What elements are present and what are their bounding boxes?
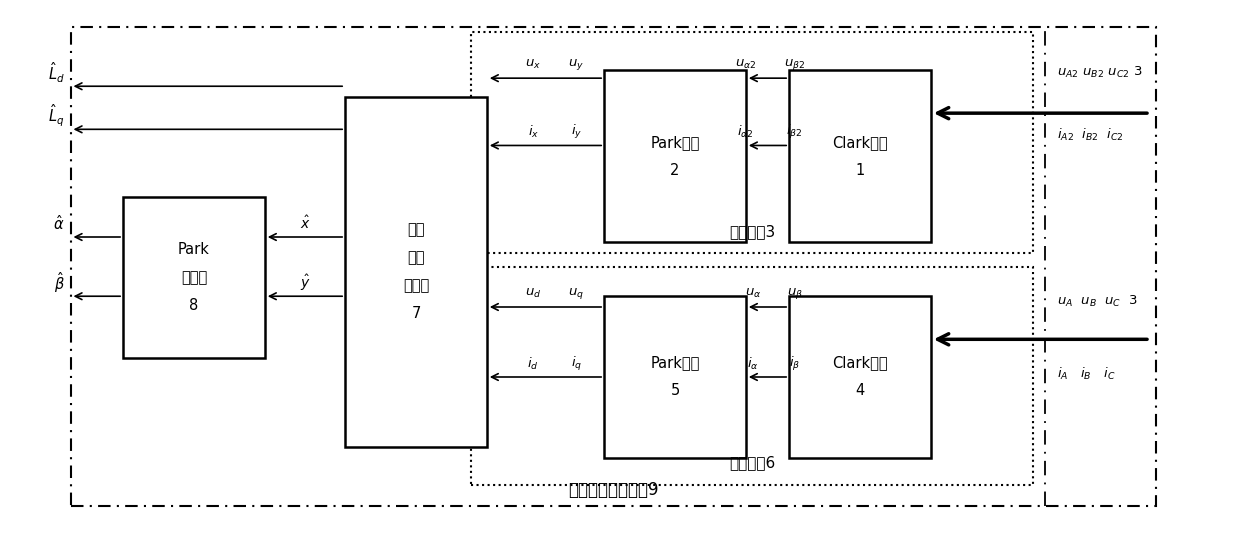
- Text: $i_d$: $i_d$: [528, 355, 539, 372]
- Text: $u_q$: $u_q$: [569, 286, 585, 301]
- Bar: [344, 97, 487, 447]
- Text: $\hat{L}_d$: $\hat{L}_d$: [47, 60, 64, 85]
- Text: $i_A\ \ \ i_B\ \ \ i_C$: $i_A\ \ \ i_B\ \ \ i_C$: [1057, 366, 1116, 382]
- Text: 2: 2: [670, 163, 680, 178]
- Text: $u_{\alpha2}$: $u_{\alpha2}$: [735, 58, 756, 71]
- Text: 电机: 电机: [408, 222, 425, 238]
- Bar: [605, 70, 746, 243]
- Bar: [123, 196, 265, 358]
- Text: Clark变换: Clark变换: [833, 135, 888, 150]
- Text: $i_{\beta2}$: $i_{\beta2}$: [787, 123, 803, 141]
- Text: Park变换: Park变换: [650, 355, 700, 370]
- Text: $i_x$: $i_x$: [528, 124, 539, 140]
- Text: 观测器: 观测器: [403, 279, 429, 294]
- Text: $u_d$: $u_d$: [525, 287, 541, 300]
- Bar: [472, 33, 1032, 253]
- Text: $\hat{\alpha}$: $\hat{\alpha}$: [53, 214, 64, 233]
- Text: $\hat{x}$: $\hat{x}$: [300, 215, 310, 232]
- Text: 1: 1: [855, 163, 865, 178]
- Bar: [605, 296, 746, 458]
- Bar: [789, 70, 930, 243]
- Text: $\hat{L}_q$: $\hat{L}_q$: [48, 103, 64, 129]
- Text: $\hat{y}$: $\hat{y}$: [300, 273, 310, 293]
- Text: $u_{\beta}$: $u_{\beta}$: [787, 286, 803, 301]
- Text: $i_{\alpha2}$: $i_{\alpha2}$: [737, 124, 753, 140]
- Text: $u_{\beta2}$: $u_{\beta2}$: [784, 57, 805, 72]
- Text: $u_x$: $u_x$: [525, 58, 541, 71]
- Text: Park变换: Park变换: [650, 135, 700, 150]
- Text: $u_A\ \ u_B\ \ u_C\ \ 3$: $u_A\ \ u_B\ \ u_C\ \ 3$: [1057, 294, 1137, 309]
- Bar: [71, 27, 1156, 506]
- Text: 逆变换: 逆变换: [181, 270, 207, 285]
- Text: $i_q$: $i_q$: [571, 355, 582, 373]
- Text: 5: 5: [670, 384, 680, 399]
- Text: 电机参数观测系统9: 电机参数观测系统9: [569, 481, 659, 499]
- Text: $u_{A2}\ u_{B2}\ u_{C2}\ 3$: $u_{A2}\ u_{B2}\ u_{C2}\ 3$: [1057, 65, 1142, 81]
- Text: Park: Park: [178, 242, 209, 257]
- Text: $i_{\beta}$: $i_{\beta}$: [789, 355, 800, 373]
- Text: 4: 4: [855, 384, 865, 399]
- Text: $u_y$: $u_y$: [569, 57, 585, 72]
- Text: 参数: 参数: [408, 250, 425, 265]
- Bar: [472, 267, 1032, 485]
- Text: $\hat{\beta}$: $\hat{\beta}$: [53, 270, 64, 295]
- Text: $u_{\alpha}$: $u_{\alpha}$: [745, 287, 761, 300]
- Text: $i_y$: $i_y$: [571, 123, 582, 141]
- Text: 7: 7: [411, 306, 421, 322]
- Bar: [789, 296, 930, 458]
- Text: 坐标变换6: 坐标变换6: [729, 456, 776, 471]
- Text: $i_{A2}\ \ i_{B2}\ \ i_{C2}$: $i_{A2}\ \ i_{B2}\ \ i_{C2}$: [1057, 127, 1124, 143]
- Text: 坐标变换3: 坐标变换3: [729, 224, 776, 239]
- Text: $i_{\alpha}$: $i_{\alpha}$: [747, 355, 758, 372]
- Text: Clark变换: Clark变换: [833, 355, 888, 370]
- Text: 8: 8: [190, 298, 198, 313]
